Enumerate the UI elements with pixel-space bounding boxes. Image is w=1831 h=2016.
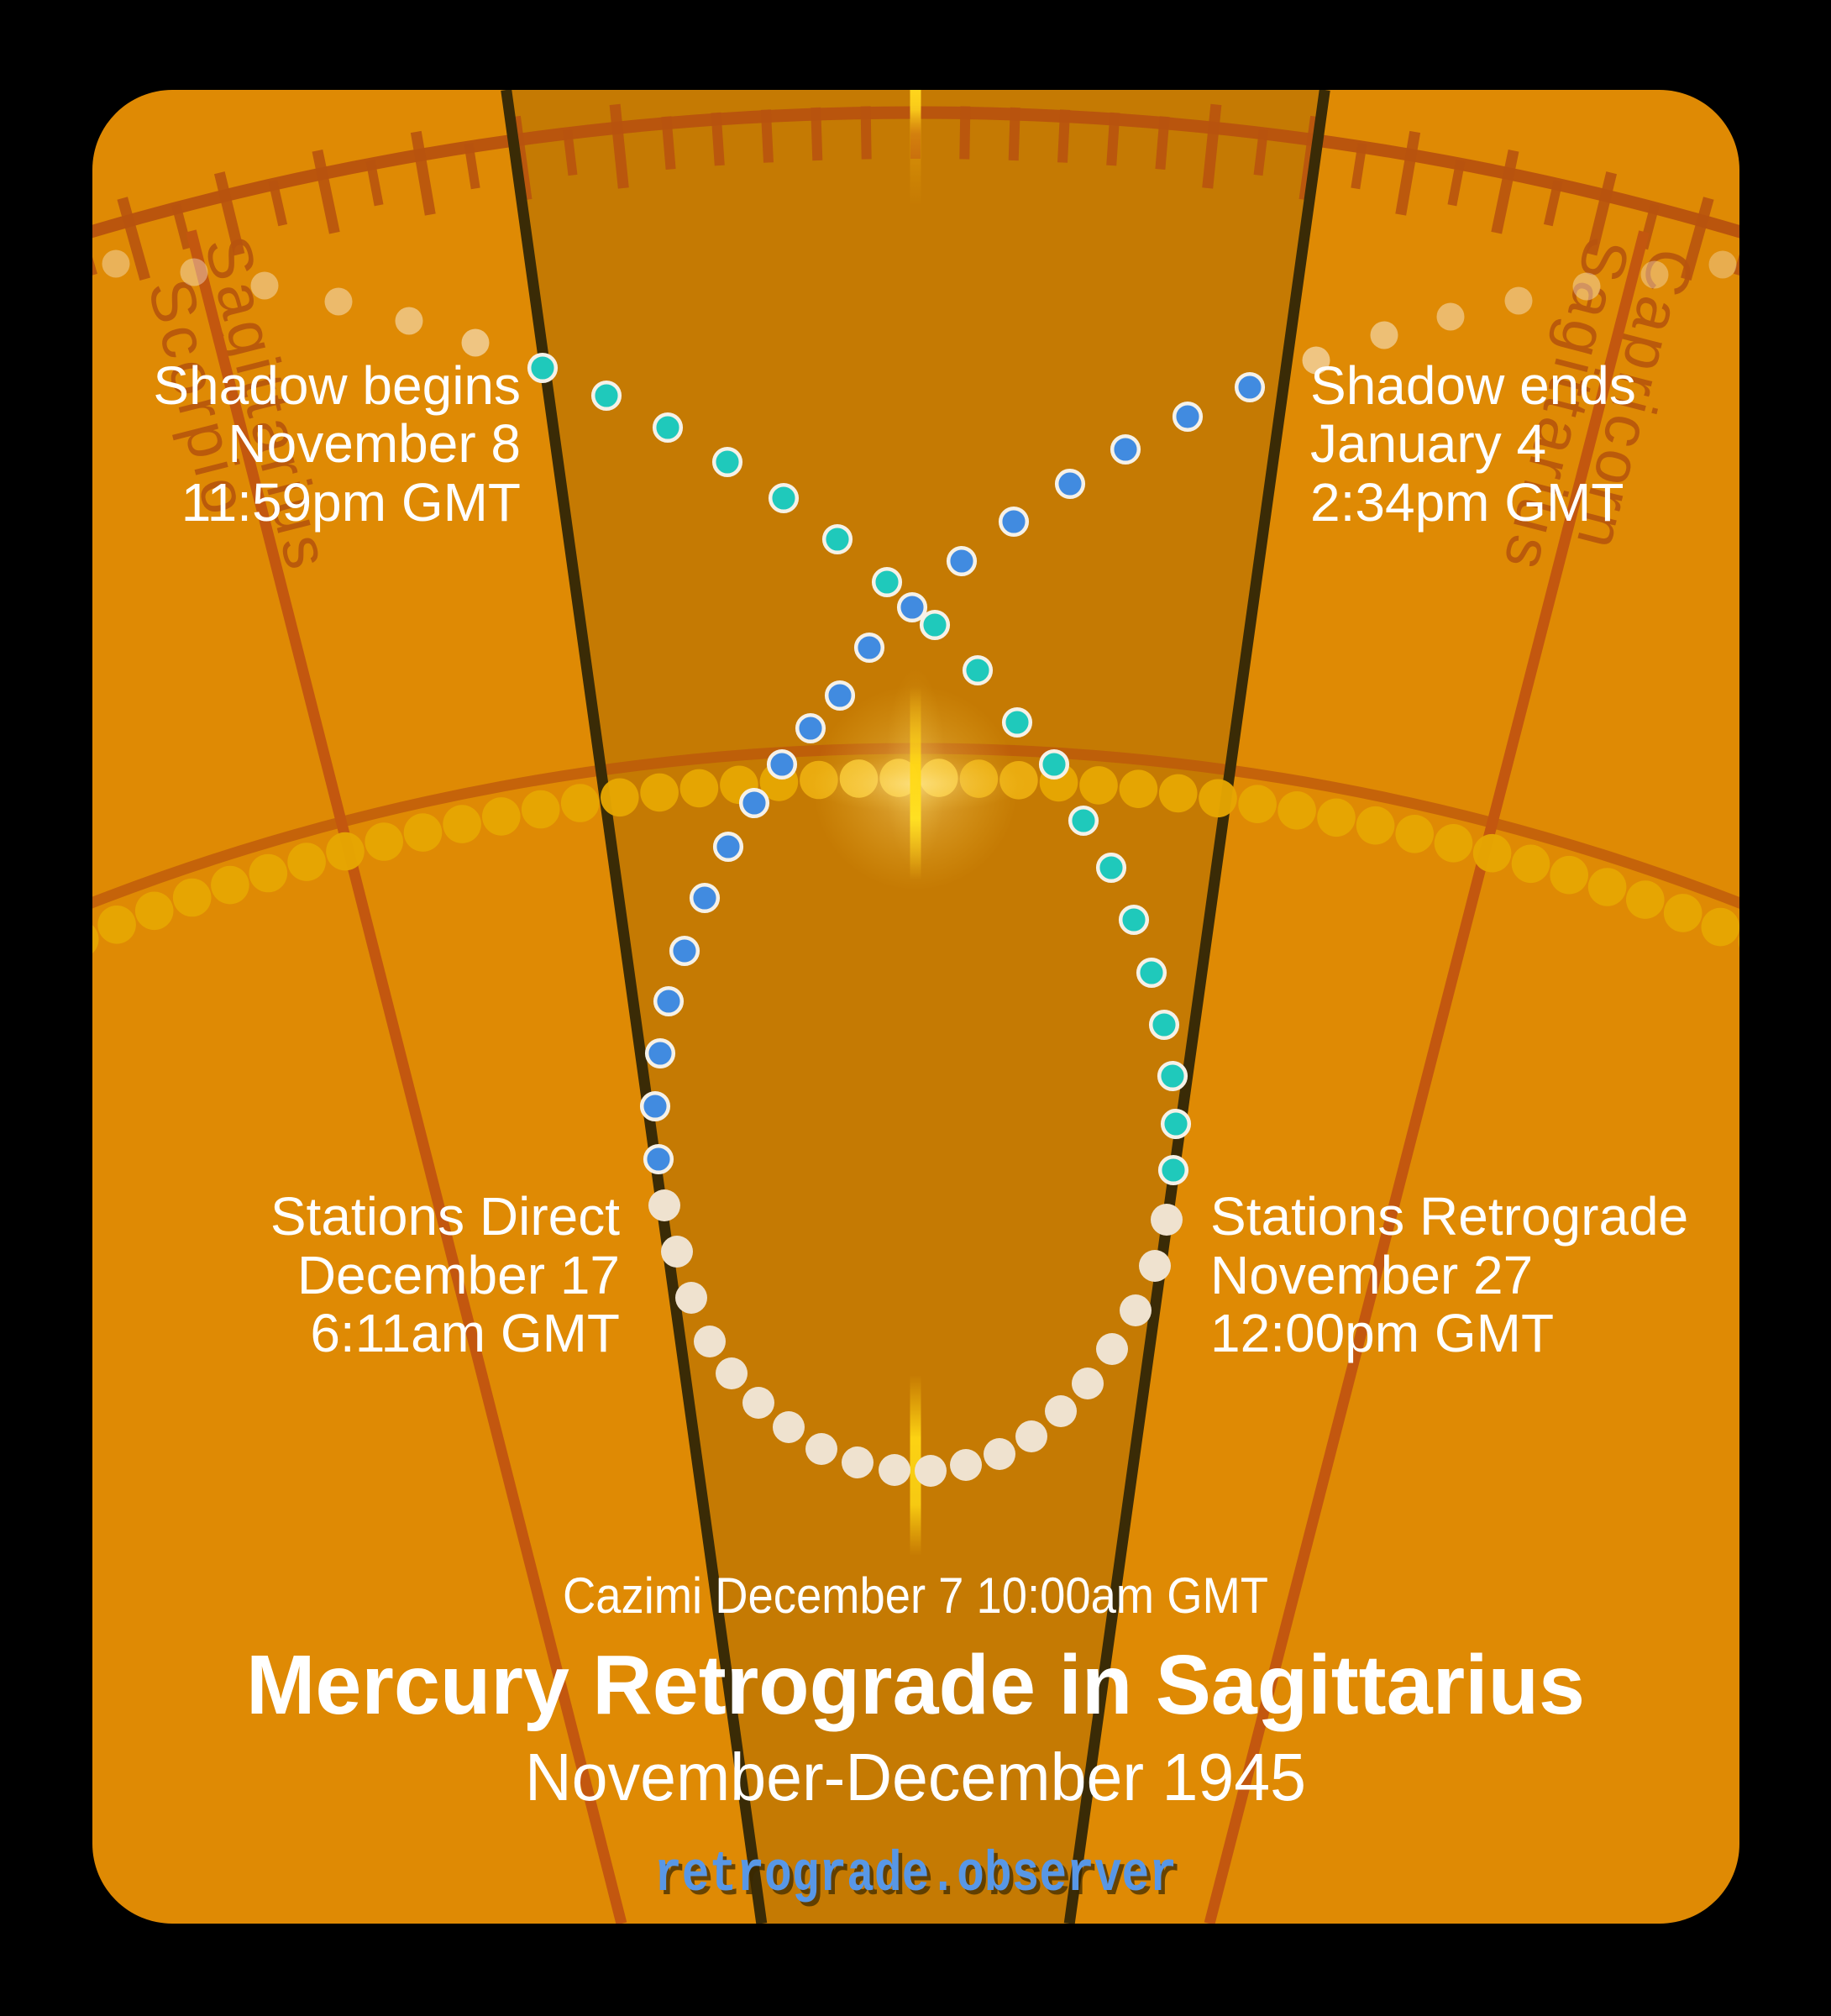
- svg-text:Mercury Retrograde in Sagittar: Mercury Retrograde in Sagittarius: [246, 1638, 1585, 1732]
- svg-text:retrograde.observer: retrograde.observer: [654, 1843, 1177, 1908]
- svg-text:retrograde.observer: retrograde.observer: [658, 1847, 1181, 1912]
- svg-text:Cazimi December 7 10:00am GMT: Cazimi December 7 10:00am GMT: [563, 1567, 1268, 1624]
- svg-text:November-December 1945: November-December 1945: [525, 1740, 1306, 1814]
